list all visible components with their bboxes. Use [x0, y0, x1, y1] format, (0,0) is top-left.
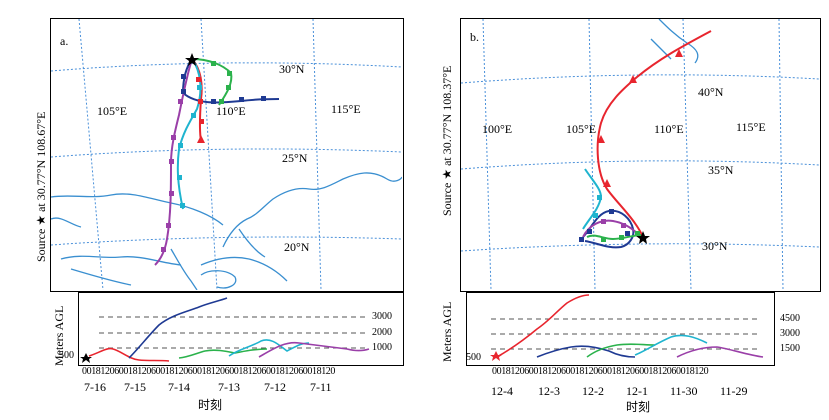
panel-b-map [461, 19, 819, 290]
panel-b-lon-label-4: 115°E [736, 120, 766, 134]
panel-a-date-1: 7-16 [84, 380, 106, 394]
panel-b-height-level-3: 1500 [780, 343, 800, 354]
panel-a-date-5: 7-12 [264, 380, 286, 394]
panel-b-height-level-1: 4500 [780, 313, 800, 324]
panel-b-height-traces [496, 294, 764, 358]
panel-b-graticule [461, 19, 819, 290]
panel-a-time-ticks: 0018120600181206001812060018120600181206… [82, 366, 336, 377]
panel-b-height-axis-label: Meters AGL [440, 301, 454, 362]
panel-a-label: a. [60, 34, 69, 48]
panel-a-date-3: 7-14 [168, 380, 190, 394]
panel-b-date-1: 12-4 [491, 384, 513, 398]
panel-b-time-ticks: 0018120600181206001812060018120600181206… [492, 366, 709, 377]
panel-b-source-star [636, 231, 650, 244]
panel-a-date-6: 7-11 [310, 380, 332, 394]
panel-a-lon-label-3: 115°E [331, 102, 361, 116]
panel-a-height-gridlines [99, 316, 369, 349]
panel-a-source-star [185, 53, 199, 66]
panel-a-lon-label-2: 110°E [216, 104, 246, 118]
panel-b-label: b. [470, 30, 479, 44]
panel-a-lat-label-1: 30°N [279, 62, 305, 76]
panel-a-graticule [51, 19, 402, 290]
panel-a-date-4: 7-13 [218, 380, 240, 394]
panel-a-map [51, 19, 402, 290]
panel-a-height-base: 500 [59, 350, 74, 361]
panel-a-height-axis-label: Meters AGL [52, 305, 66, 366]
panel-b-height-source-star [490, 351, 502, 361]
panel-a-lat-label-2: 25°N [282, 151, 308, 165]
panel-a-time-axis-label: 时刻 [198, 398, 223, 412]
panel-a-height-level-1: 3000 [372, 311, 392, 322]
panel-b-map-frame [460, 18, 821, 292]
panel-a-coastline [51, 172, 402, 290]
panel-b-lon-label-2: 105°E [566, 122, 597, 136]
panel-b-time-axis-label: 时刻 [626, 400, 651, 414]
panel-b-date-6: 11-29 [720, 384, 748, 398]
panel-a-source-label: Source ★ at 30.77°N 108.67°E [34, 111, 48, 262]
panel-b-trajectory-markers [579, 49, 683, 244]
panel-b-lon-label-1: 100°E [482, 122, 513, 136]
panel-a-height-level-2: 2000 [372, 327, 392, 338]
panel-b-trajectory-green [586, 234, 642, 241]
panel-b-date-4: 12-1 [626, 384, 648, 398]
panel-b-lat-label-3: 30°N [702, 239, 728, 253]
panel-a-trajectory-markers [161, 53, 266, 252]
panel-b-date-3: 12-2 [582, 384, 604, 398]
panel-b-trajectory-purple [582, 219, 640, 238]
panel-a-height-level-3: 1000 [372, 342, 392, 353]
panel-a-lon-label-1: 105°E [97, 104, 128, 118]
panel-b-date-2: 12-3 [538, 384, 560, 398]
panel-b-height-level-2: 3000 [780, 328, 800, 339]
panel-a-lat-label-3: 20°N [284, 240, 310, 254]
panel-b-lat-label-1: 40°N [698, 85, 724, 99]
panel-b-height-plot [490, 294, 764, 361]
panel-a-date-2: 7-15 [124, 380, 146, 394]
panel-b-lon-label-3: 110°E [654, 122, 684, 136]
panel-b-lat-label-2: 35°N [708, 163, 734, 177]
panel-a-height-traces [88, 297, 370, 362]
panel-a-height-plot [80, 297, 370, 363]
panel-b-height-frame [466, 292, 775, 366]
panel-b-height-base: 500 [466, 352, 481, 363]
panel-a-height-source-star [80, 353, 92, 363]
panel-b-source-label: Source ★ at 30.77°N 108.37°E [440, 65, 454, 216]
panel-b-date-5: 11-30 [670, 384, 698, 398]
panel-b-trajectory-red [596, 30, 712, 238]
panel-a-map-frame [50, 18, 404, 292]
